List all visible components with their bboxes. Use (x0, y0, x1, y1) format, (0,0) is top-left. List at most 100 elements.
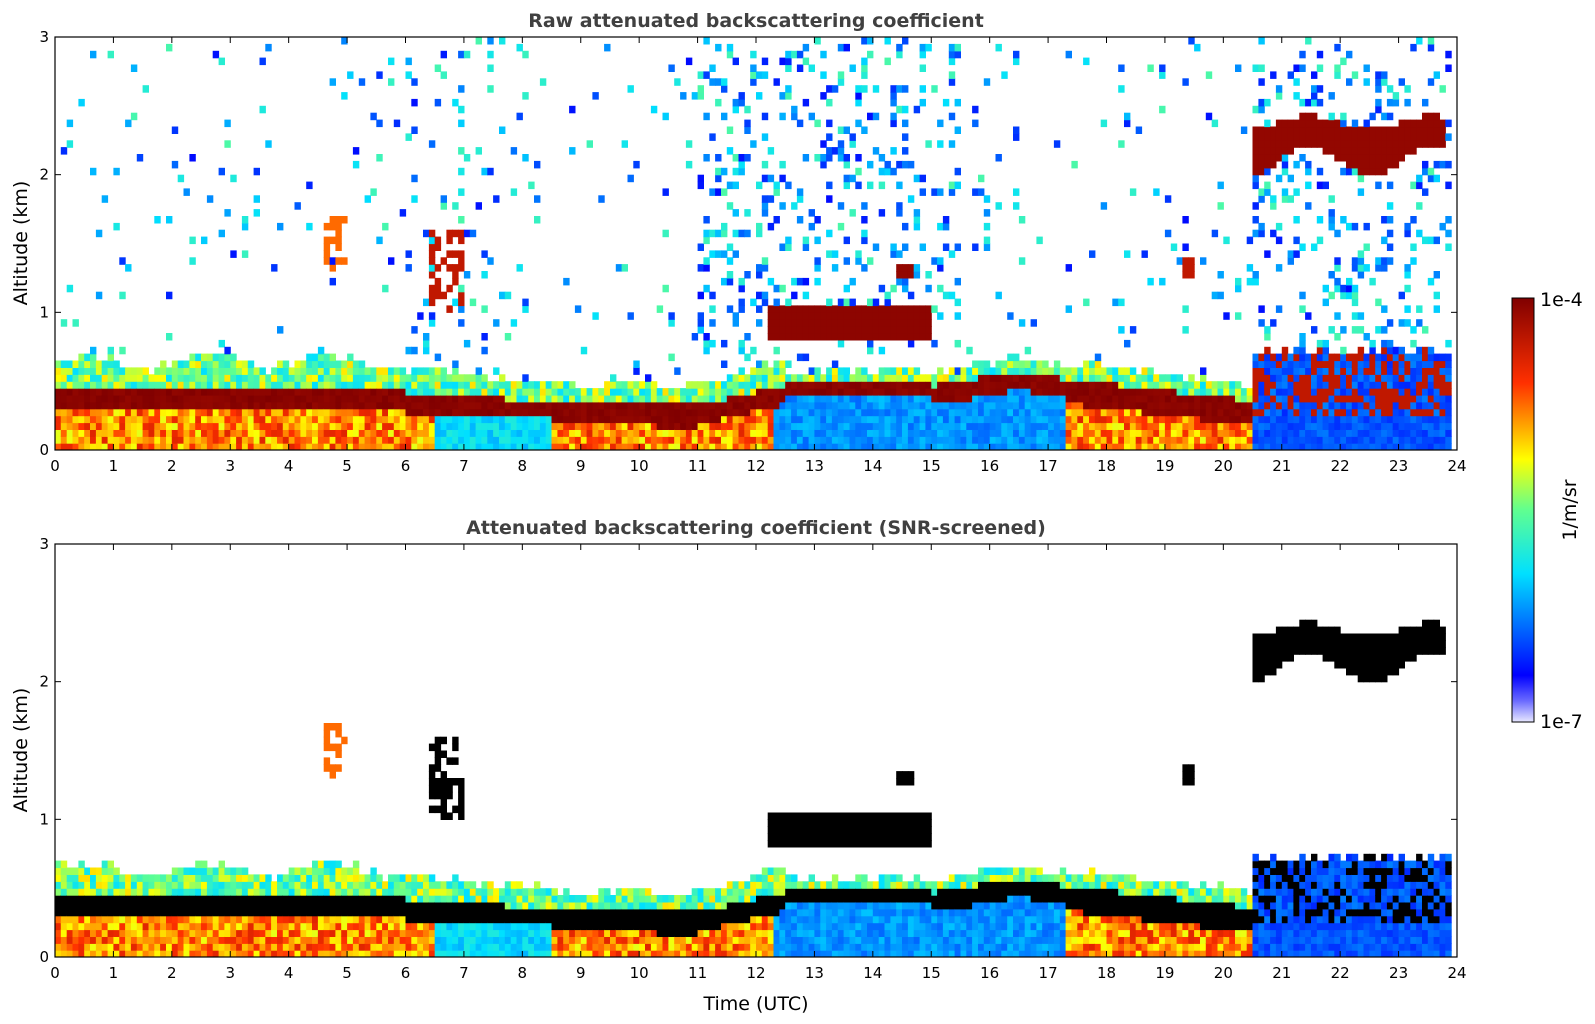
heatmap-cell (820, 429, 826, 437)
heatmap-cell (791, 402, 797, 410)
heatmap-cell (417, 423, 423, 431)
heatmap-cell (137, 154, 143, 162)
heatmap-cell (756, 271, 762, 279)
heatmap-cell (803, 154, 809, 162)
heatmap-cell (1165, 416, 1171, 424)
heatmap-cell (1346, 140, 1352, 148)
heatmap-cell (587, 140, 593, 148)
heatmap-cell (1025, 367, 1031, 375)
heatmap-cell (213, 895, 219, 903)
heatmap-cell (1440, 367, 1446, 375)
heatmap-cell (1118, 395, 1124, 403)
heatmap-cell (663, 285, 669, 293)
heatmap-cell (820, 423, 826, 431)
heatmap-cell (73, 936, 79, 944)
heatmap-cell (890, 423, 896, 431)
heatmap-cell (762, 264, 768, 272)
heatmap-cell (1340, 361, 1346, 369)
heatmap-cell (867, 257, 873, 265)
heatmap-cell (1334, 65, 1340, 73)
heatmap-cell (476, 423, 482, 431)
heatmap-cell (785, 381, 791, 389)
heatmap-cell (55, 868, 61, 876)
heatmap-cell (265, 888, 271, 896)
heatmap-cell (1089, 395, 1095, 403)
heatmap-cell (446, 423, 452, 431)
heatmap-cell (955, 340, 961, 348)
heatmap-cell (90, 868, 96, 876)
heatmap-cell (306, 923, 312, 931)
heatmap-cell (189, 881, 195, 889)
heatmap-cell (1264, 402, 1270, 410)
heatmap-cell (224, 367, 230, 375)
heatmap-cell (452, 402, 458, 410)
heatmap-cell (633, 429, 639, 437)
heatmap-cell (832, 381, 838, 389)
heatmap-cell (1165, 374, 1171, 382)
heatmap-cell (119, 409, 125, 417)
heatmap-cell (201, 923, 207, 931)
heatmap-cell (265, 429, 271, 437)
heatmap-cell (1218, 402, 1224, 410)
heatmap-cell (411, 416, 417, 424)
heatmap-cell (1381, 367, 1387, 375)
heatmap-cell (96, 395, 102, 403)
heatmap-cell (499, 292, 505, 300)
heatmap-cell (832, 436, 838, 444)
heatmap-cell (920, 381, 926, 389)
heatmap-cell (452, 423, 458, 431)
heatmap-cell (587, 395, 593, 403)
heatmap-cell (166, 402, 172, 410)
heatmap-cell (505, 333, 511, 341)
heatmap-cell (832, 429, 838, 437)
heatmap-cell (1334, 140, 1340, 148)
heatmap-cell (517, 409, 523, 417)
heatmap-cell (481, 347, 487, 355)
heatmap-cell (219, 402, 225, 410)
heatmap-cell (949, 436, 955, 444)
heatmap-cell (797, 333, 803, 341)
heatmap-cell (768, 305, 774, 313)
heatmap-cell (990, 416, 996, 424)
heatmap-cell (861, 37, 867, 45)
heatmap-cell (826, 147, 832, 155)
heatmap-cell (844, 127, 850, 135)
heatmap-cell (1358, 312, 1364, 320)
heatmap-cell (1270, 381, 1276, 389)
heatmap-cell (411, 374, 417, 382)
heatmap-cell (341, 881, 347, 889)
heatmap-cell (376, 237, 382, 245)
heatmap-cell (832, 361, 838, 369)
heatmap-cell (213, 923, 219, 931)
heatmap-cell (604, 402, 610, 410)
heatmap-cell (411, 388, 417, 396)
heatmap-cell (581, 423, 587, 431)
heatmap-cell (347, 402, 353, 410)
heatmap-cell (779, 202, 785, 210)
heatmap-cell (966, 423, 972, 431)
heatmap-cell (1410, 367, 1416, 375)
heatmap-cell (219, 943, 225, 951)
heatmap-cell (1387, 230, 1393, 238)
heatmap-cell (820, 92, 826, 100)
heatmap-cell (242, 930, 248, 938)
heatmap-cell (610, 423, 616, 431)
heatmap-cell (890, 147, 896, 155)
heatmap-cell (774, 347, 780, 355)
heatmap-cell (1270, 409, 1276, 417)
heatmap-cell (762, 416, 768, 424)
heatmap-cell (1282, 416, 1288, 424)
heatmap-cell (1107, 416, 1113, 424)
heatmap-cell (838, 147, 844, 155)
heatmap-cell (920, 416, 926, 424)
heatmap-cell (1346, 395, 1352, 403)
heatmap-cell (774, 429, 780, 437)
heatmap-cell (1369, 429, 1375, 437)
heatmap-cell (137, 388, 143, 396)
heatmap-cell (1434, 374, 1440, 382)
heatmap-cell (330, 902, 336, 910)
heatmap-cell (312, 881, 318, 889)
heatmap-cell (797, 416, 803, 424)
heatmap-cell (966, 416, 972, 424)
heatmap-cell (1042, 436, 1048, 444)
